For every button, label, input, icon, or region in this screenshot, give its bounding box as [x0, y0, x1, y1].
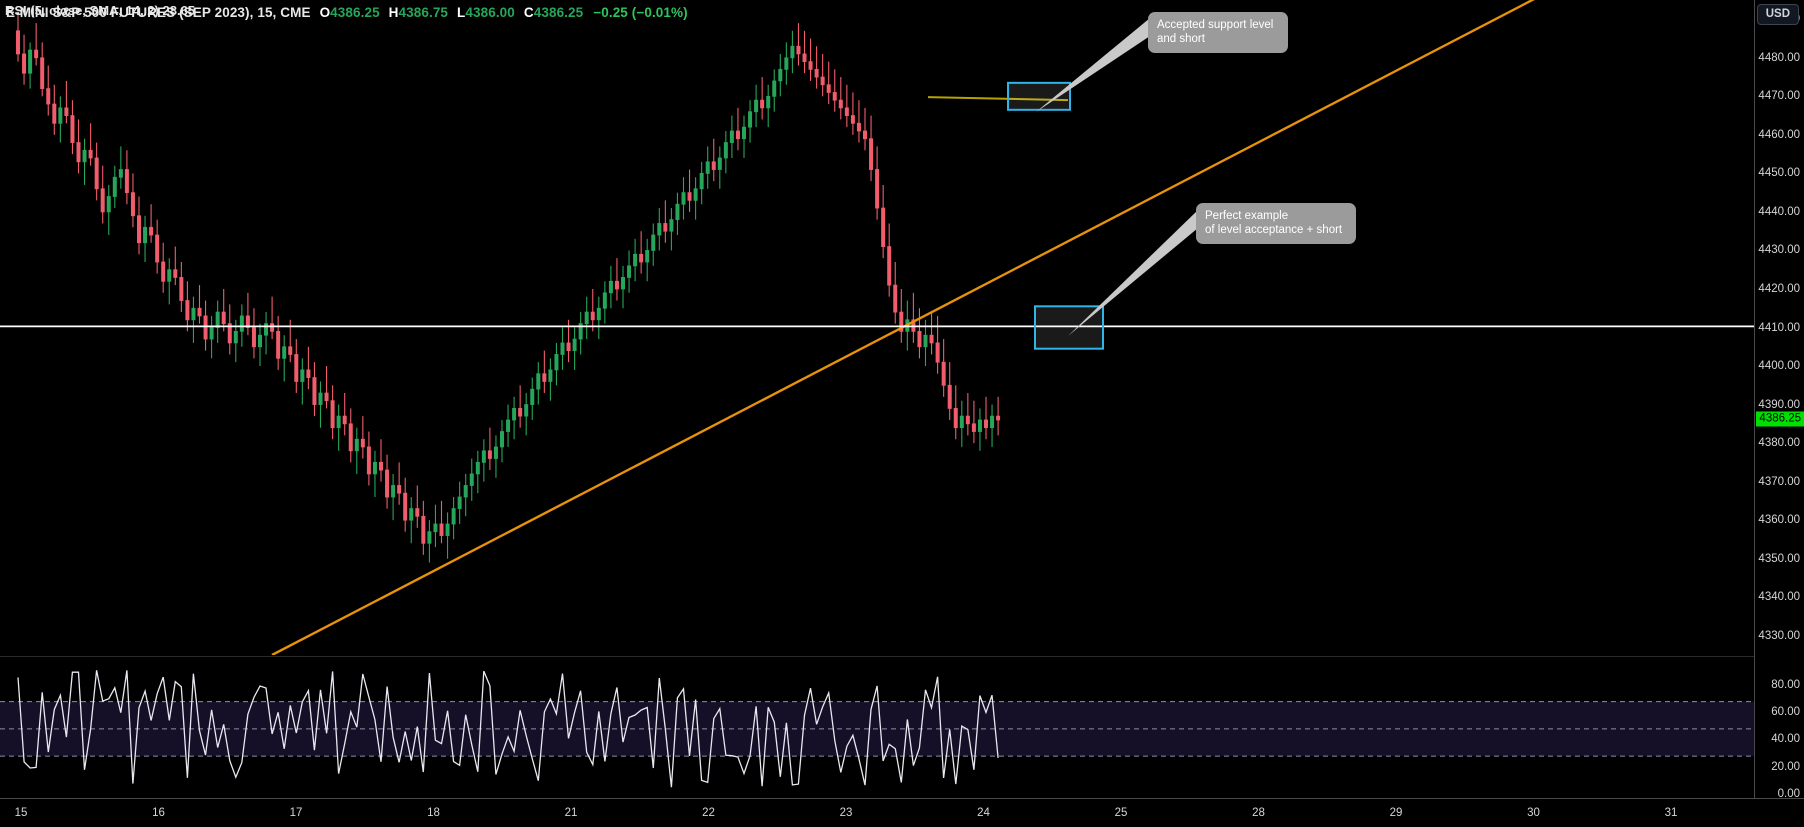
- currency-badge[interactable]: USD: [1756, 4, 1799, 25]
- price-axis-tick: 4380.00: [1758, 437, 1800, 450]
- price-axis-tick: 4390.00: [1758, 398, 1800, 411]
- price-axis-tick: 4410.00: [1758, 321, 1800, 334]
- price-axis-tick: 4370.00: [1758, 475, 1800, 488]
- symbol-title[interactable]: E-MINI S&P 500 FUTURES (SEP 2023), 15, C…: [6, 5, 311, 20]
- time-axis-tick: 18: [427, 807, 440, 819]
- open-value: 4386.25: [330, 5, 380, 20]
- rsi-legend-title[interactable]: RSI (5, close, SMA, 14, 2) 28.65: [5, 3, 196, 18]
- price-axis[interactable]: 4490.004480.004470.004460.004450.004440.…: [1754, 0, 1804, 800]
- time-axis-tick: 29: [1389, 807, 1403, 819]
- rsi-axis-tick: 20.00: [1771, 760, 1800, 773]
- rsi-axis-tick: 0.00: [1777, 788, 1800, 800]
- price-axis-tick: 4430.00: [1758, 244, 1800, 257]
- rsi-axis-tick: 60.00: [1771, 706, 1800, 719]
- zone-box-upper[interactable]: [1007, 81, 1071, 111]
- price-axis-tick: 4340.00: [1758, 591, 1800, 604]
- time-axis-tick: 30: [1527, 807, 1540, 819]
- price-axis-tick: 4400.00: [1758, 360, 1800, 373]
- time-axis-tick: 24: [977, 807, 990, 819]
- price-axis-tick: 4360.00: [1758, 514, 1800, 527]
- time-axis-tick: 16: [152, 807, 165, 819]
- close-value: 4386.25: [533, 5, 584, 20]
- price-chart-canvas: [0, 0, 1754, 655]
- chart-legend-header: E-MINI S&P 500 FUTURES (SEP 2023), 15, C…: [6, 5, 688, 21]
- price-axis-tick: 4350.00: [1758, 552, 1800, 565]
- price-axis-tick: 4460.00: [1758, 128, 1800, 141]
- time-axis-tick: 23: [839, 807, 853, 819]
- price-axis-tick: 4480.00: [1758, 51, 1800, 64]
- callout-arrow-support: [1036, 18, 1150, 112]
- close-label: C: [523, 5, 534, 20]
- rsi-band-fill: [0, 701, 1754, 757]
- time-axis-tick: 22: [702, 807, 715, 819]
- rsi-chart-canvas: [0, 670, 1754, 788]
- rsi-line-series: [17, 670, 999, 788]
- time-axis-tick: 31: [1664, 807, 1678, 819]
- price-axis-tick: 4470.00: [1758, 90, 1800, 103]
- high-label: H: [388, 5, 399, 20]
- time-axis-tick: 25: [1114, 807, 1128, 819]
- price-axis-tick: 4330.00: [1758, 629, 1800, 642]
- rsi-axis-tick: 40.00: [1771, 733, 1800, 746]
- high-value: 4386.75: [398, 5, 449, 20]
- trendline-orange[interactable]: [271, 0, 1540, 655]
- level-line-yellow[interactable]: [927, 96, 1069, 102]
- last-price-label[interactable]: 4386.25: [1756, 411, 1804, 427]
- zone-box-lower[interactable]: [1034, 305, 1104, 350]
- callout-accepted-support[interactable]: Accepted support level and short: [1148, 12, 1288, 53]
- time-axis-tick: 28: [1252, 807, 1265, 819]
- candlestick-series: [15, 11, 1001, 563]
- price-axis-tick: 4450.00: [1758, 167, 1800, 180]
- callout-arrow-acceptance: [1068, 210, 1198, 336]
- rsi-axis-tick: 80.00: [1771, 678, 1800, 691]
- price-axis-tick: 4440.00: [1758, 205, 1800, 218]
- price-chart-panel[interactable]: [0, 0, 1754, 655]
- time-axis-tick: 15: [14, 807, 28, 819]
- change-value: −0.25 (−0.01%): [593, 5, 688, 20]
- price-axis-tick: 4420.00: [1758, 282, 1800, 295]
- callout-level-acceptance[interactable]: Perfect example of level acceptance + sh…: [1196, 203, 1356, 244]
- low-value: 4386.00: [465, 5, 515, 20]
- time-axis-tick: 21: [564, 807, 578, 819]
- rsi-indicator-panel[interactable]: [0, 656, 1754, 798]
- time-axis-tick: 17: [289, 807, 303, 819]
- time-axis[interactable]: 15 16 17 18 21 22 23 24 25 28 29 30 31: [0, 798, 1804, 827]
- open-label: O: [319, 5, 331, 20]
